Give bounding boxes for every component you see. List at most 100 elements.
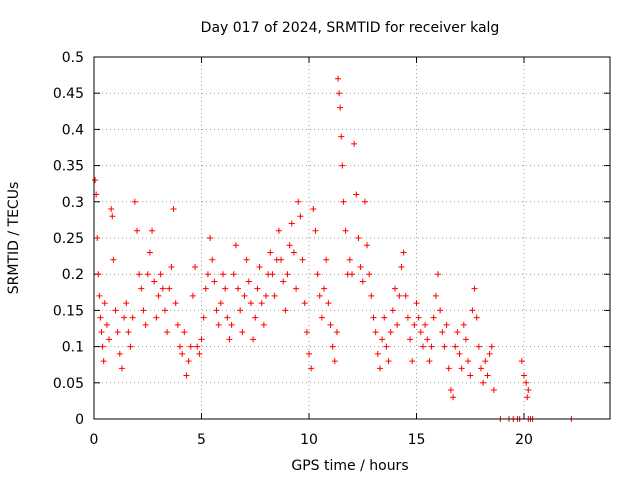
data-point: [465, 358, 472, 365]
x-tick-label: 5: [197, 432, 206, 448]
data-point: [439, 329, 446, 336]
data-point: [364, 242, 371, 249]
data-point: [415, 314, 422, 321]
data-point: [368, 292, 375, 299]
data-point: [473, 314, 480, 321]
data-point: [100, 358, 107, 365]
data-point: [383, 343, 390, 350]
data-point: [445, 365, 452, 372]
data-point: [428, 343, 435, 350]
data-point: [94, 235, 101, 241]
data-point: [337, 104, 344, 111]
data-point: [286, 242, 293, 249]
data-point: [237, 307, 244, 314]
data-point: [222, 285, 229, 292]
data-point: [278, 256, 285, 263]
data-point: [370, 314, 377, 321]
data-point: [275, 227, 282, 234]
plot-frame: [93, 56, 611, 420]
data-point: [450, 394, 457, 401]
data-point: [524, 394, 531, 401]
data-point: [396, 292, 403, 299]
data-point: [213, 307, 220, 314]
data-point: [267, 249, 274, 256]
data-point: [96, 292, 103, 299]
data-point: [437, 307, 444, 314]
data-point: [310, 206, 317, 213]
data-point: [413, 300, 420, 307]
data-point: [342, 227, 349, 234]
data-point: [99, 343, 106, 350]
data-point: [467, 372, 474, 379]
data-point: [108, 206, 115, 213]
data-point: [153, 314, 160, 321]
y-tick-label: 0.3: [62, 195, 84, 211]
data-point: [447, 387, 454, 394]
data-point: [488, 343, 495, 350]
data-point: [419, 343, 426, 350]
data-point: [138, 285, 145, 292]
data-point: [374, 350, 381, 357]
data-point: [250, 336, 257, 343]
data-point: [318, 314, 325, 321]
data-point: [430, 314, 437, 321]
data-point: [256, 263, 263, 270]
data-point: [295, 198, 302, 205]
data-point: [258, 300, 265, 307]
data-point: [95, 271, 102, 278]
data-point: [398, 263, 405, 270]
data-point: [241, 292, 248, 299]
data-point: [475, 343, 482, 350]
data-point: [422, 321, 429, 328]
data-point: [478, 365, 484, 372]
x-tick-label: 15: [408, 432, 426, 448]
data-points: [92, 75, 575, 422]
data-point: [456, 350, 463, 357]
data-point: [323, 256, 330, 263]
data-point: [293, 285, 300, 292]
data-point: [196, 350, 203, 357]
data-point: [379, 336, 386, 343]
data-point: [161, 307, 168, 314]
data-point: [269, 271, 276, 278]
data-point: [518, 358, 525, 365]
data-point: [387, 329, 394, 336]
data-point: [194, 343, 201, 350]
y-tick-label: 0.4: [62, 122, 84, 138]
data-point: [239, 329, 246, 336]
data-point: [110, 256, 117, 263]
data-point: [441, 343, 448, 350]
data-point: [215, 321, 222, 328]
x-axis-label: GPS time / hours: [291, 458, 408, 474]
data-point: [312, 227, 319, 234]
data-point: [168, 263, 175, 270]
y-tick-label: 0.15: [53, 303, 84, 319]
data-point: [131, 198, 138, 205]
data-point: [355, 235, 362, 241]
data-point: [118, 365, 125, 372]
data-point: [226, 336, 233, 343]
data-point: [228, 321, 235, 328]
data-point: [452, 343, 459, 350]
data-point: [263, 292, 269, 299]
data-point: [366, 271, 373, 278]
data-point: [340, 198, 347, 205]
data-point: [284, 271, 291, 278]
data-point: [462, 336, 469, 343]
data-point: [121, 314, 128, 321]
data-point: [136, 271, 143, 278]
data-point: [482, 358, 489, 365]
data-point: [232, 242, 239, 249]
data-point: [280, 278, 287, 285]
data-point: [400, 249, 407, 256]
data-point: [316, 292, 323, 299]
data-point: [359, 278, 366, 285]
data-point: [308, 365, 315, 372]
data-point: [424, 336, 431, 343]
data-point: [187, 343, 194, 350]
data-point: [271, 292, 278, 299]
y-tick-label: 0.45: [53, 86, 84, 102]
data-point: [129, 314, 136, 321]
y-tick-label: 0.05: [53, 376, 84, 392]
